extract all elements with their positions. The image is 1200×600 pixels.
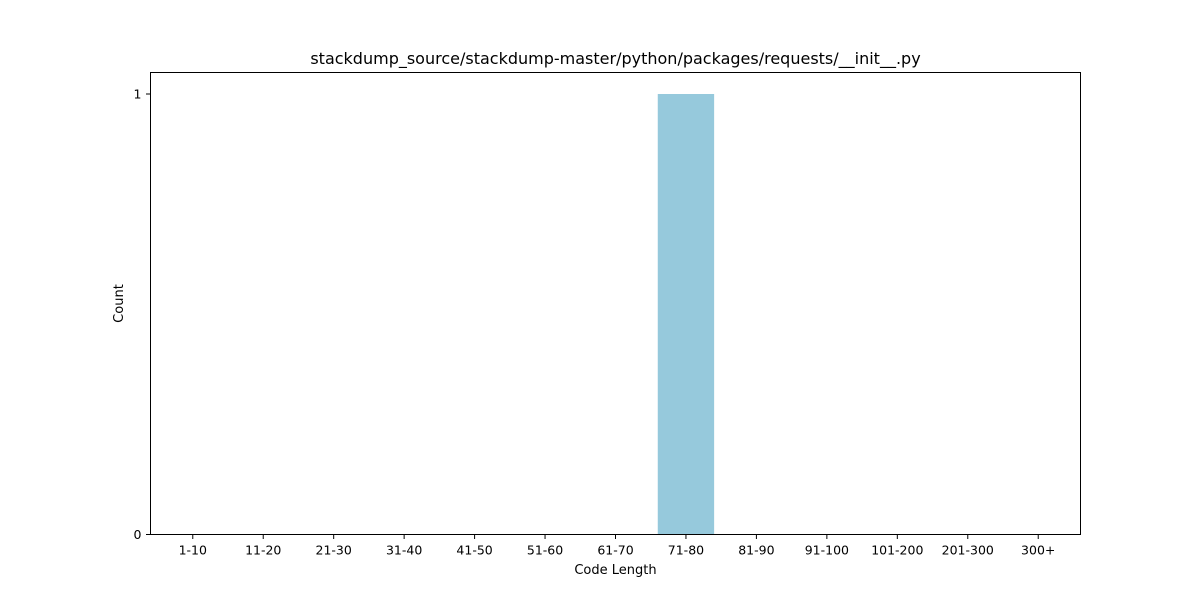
x-tick-label: 300+ [1021,543,1055,558]
x-tick-label: 61-70 [597,543,633,558]
chart-title: stackdump_source/stackdump-master/python… [310,49,920,69]
x-tick-label: 71-80 [668,543,704,558]
x-tick-label: 201-300 [942,543,994,558]
x-tick-label: 51-60 [527,543,563,558]
plot-frame [150,72,1081,535]
bars-layer [657,94,715,535]
x-axis-label: Code Length [574,563,656,578]
x-tick-label: 1-10 [179,543,207,558]
x-tick-label: 41-50 [456,543,492,558]
x-tick-label: 101-200 [871,543,923,558]
x-tick-label: 81-90 [738,543,774,558]
y-tick-label: 1 [134,87,142,102]
x-tick-label: 31-40 [386,543,422,558]
y-axis-ticks: 01 [134,87,151,542]
y-axis-label: Count [112,284,127,323]
bar-71-80 [657,94,715,535]
x-tick-label: 21-30 [316,543,352,558]
y-tick-label: 0 [134,527,142,542]
x-tick-label: 11-20 [245,543,281,558]
x-tick-label: 91-100 [805,543,849,558]
x-axis-ticks: 1-10 11-20 21-30 31-40 41-50 51-60 61-70 71-80 8… [179,534,1055,558]
